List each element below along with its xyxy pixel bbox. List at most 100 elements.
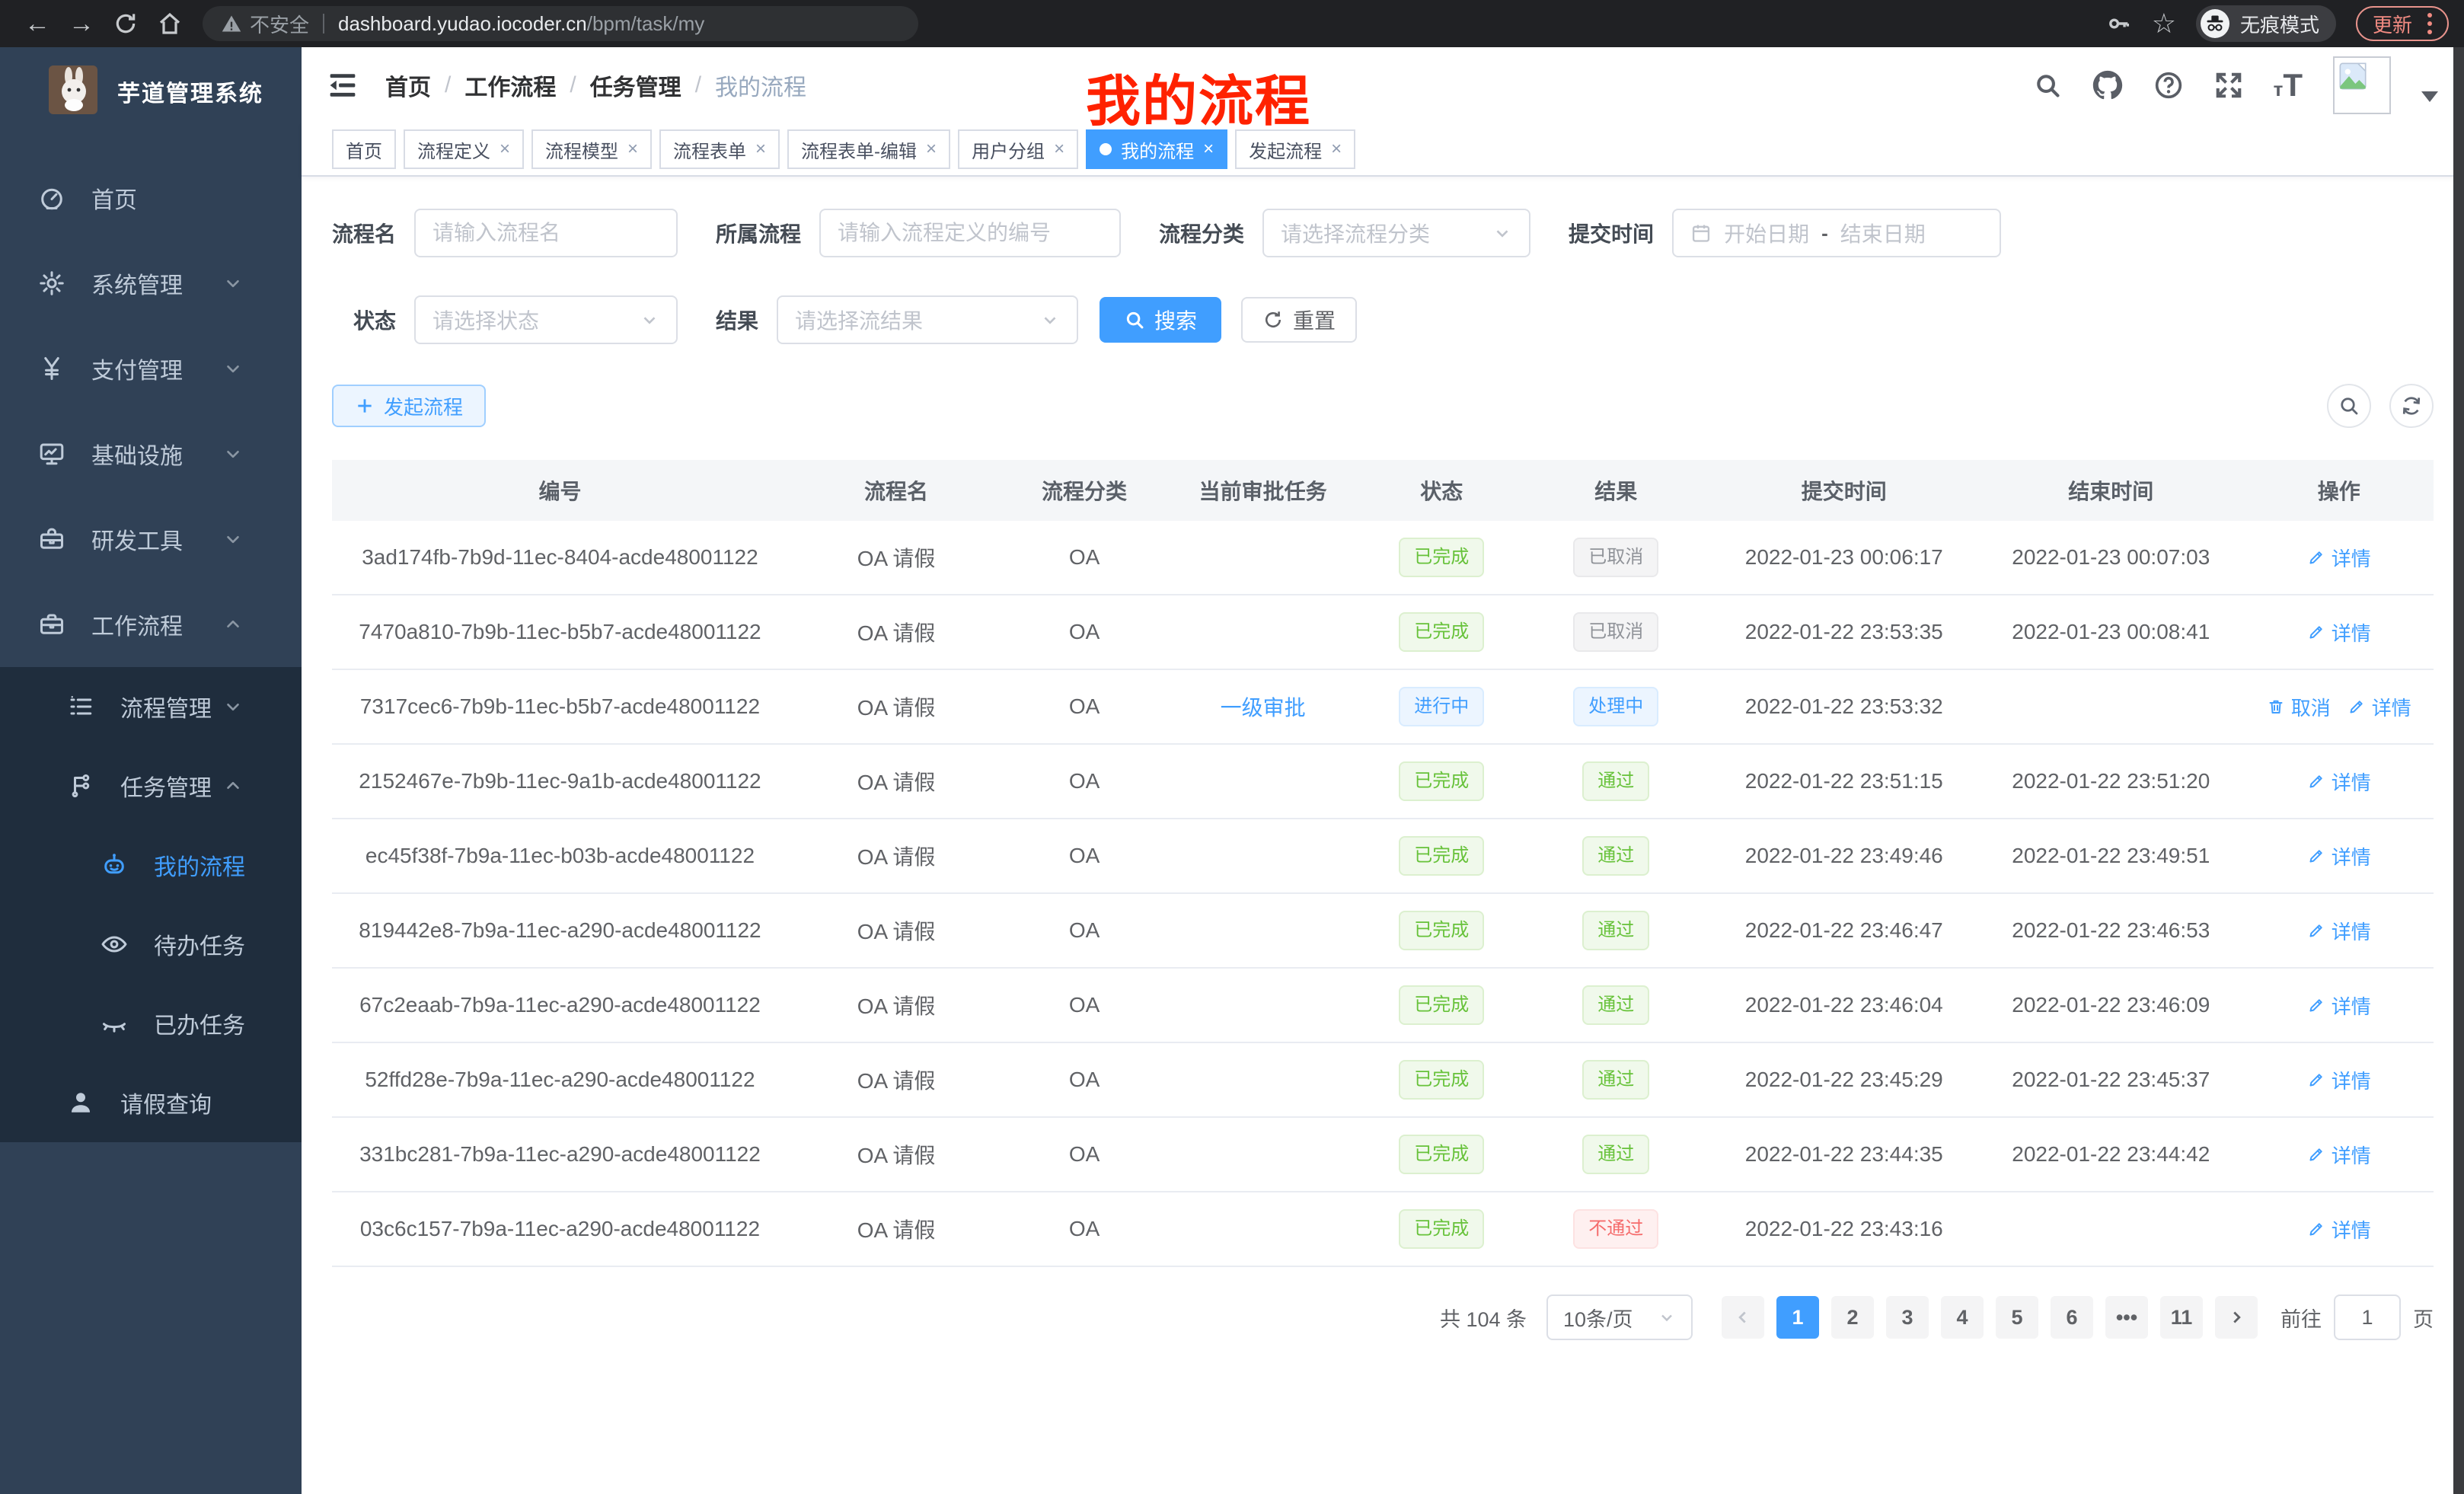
page-button-5[interactable]: 5 <box>1996 1296 2038 1339</box>
close-icon[interactable]: × <box>1203 139 1214 159</box>
tab-用户分组[interactable]: 用户分组 × <box>958 129 1079 169</box>
password-key-icon[interactable] <box>2106 11 2132 37</box>
browser-home-button[interactable] <box>148 4 192 43</box>
submit-time-range-picker[interactable]: 开始日期 - 结束日期 <box>1672 209 2002 257</box>
tab-我的流程[interactable]: 我的流程 × <box>1086 129 1228 169</box>
detail-action-link[interactable]: 详情 <box>2307 917 2371 945</box>
close-icon[interactable]: × <box>500 139 511 159</box>
page-ellipsis-button[interactable]: ••• <box>2105 1296 2148 1339</box>
hamburger-icon[interactable] <box>327 72 358 99</box>
detail-action-link[interactable]: 详情 <box>2307 618 2371 646</box>
bookmark-star-icon[interactable]: ☆ <box>2151 8 2176 39</box>
browser-forward-button[interactable]: → <box>69 8 94 38</box>
detail-action-link[interactable]: 详情 <box>2307 1215 2371 1243</box>
row-id: 67c2eaab-7b9a-11ec-a290-acde48001122 <box>359 993 761 1017</box>
breadcrumb-home[interactable]: 首页 <box>385 75 431 101</box>
sidebar-item-2[interactable]: 支付管理 <box>0 326 302 411</box>
refresh-table-button[interactable] <box>2389 384 2434 428</box>
row-submit-time: 2022-01-22 23:53:32 <box>1744 694 1943 718</box>
tab-流程模型[interactable]: 流程模型 × <box>531 129 653 169</box>
show-search-button[interactable] <box>2327 384 2371 428</box>
sidebar-item-0[interactable]: 首页 <box>0 155 302 241</box>
browser-menu-icon[interactable] <box>2427 13 2432 34</box>
next-page-button[interactable] <box>2215 1296 2258 1339</box>
sidebar-item-1[interactable]: 系统管理 <box>0 241 302 326</box>
sidebar-item-3[interactable]: 基础设施 <box>0 411 302 496</box>
detail-action-link[interactable]: 详情 <box>2307 768 2371 796</box>
tab-流程表单-编辑[interactable]: 流程表单-编辑 × <box>787 129 951 169</box>
goto-page-input[interactable] <box>2334 1294 2401 1340</box>
avatar-dropdown-icon[interactable] <box>2421 91 2438 102</box>
page-button-11[interactable]: 11 <box>2160 1296 2203 1339</box>
github-icon[interactable] <box>2092 70 2123 101</box>
yen-icon <box>37 355 67 382</box>
sidebar-item-4[interactable]: 研发工具 <box>0 496 302 582</box>
page-button-6[interactable]: 6 <box>2051 1296 2093 1339</box>
help-icon[interactable] <box>2153 70 2184 101</box>
result-select[interactable]: 请选择流结果 <box>777 295 1079 344</box>
tab-流程表单[interactable]: 流程表单 × <box>659 129 780 169</box>
prev-page-button[interactable] <box>1722 1296 1764 1339</box>
current-task-link[interactable]: 一级审批 <box>1220 696 1306 720</box>
sidebar-item-6[interactable]: 流程管理 <box>0 667 302 746</box>
tab-首页[interactable]: 首页 <box>332 129 396 169</box>
browser-back-button[interactable]: ← <box>24 8 50 38</box>
page-button-1[interactable]: 1 <box>1776 1296 1819 1339</box>
security-label[interactable]: 不安全 <box>250 13 310 37</box>
sidebar-item-label: 基础设施 <box>91 444 183 469</box>
category-select[interactable]: 请选择流程分类 <box>1262 209 1531 257</box>
address-bar[interactable]: 不安全 dashboard.yudao.iocoder.cn /bpm/task… <box>203 6 918 41</box>
page-button-4[interactable]: 4 <box>1941 1296 1984 1339</box>
avatar[interactable] <box>2333 56 2391 114</box>
row-category: OA <box>1068 620 1100 643</box>
browser-reload-button[interactable] <box>104 4 148 43</box>
sidebar-item-9[interactable]: 待办任务 <box>0 905 302 984</box>
page-size-select[interactable]: 10条/页 <box>1546 1294 1693 1340</box>
app-logo[interactable]: 芋道管理系统 <box>0 47 302 136</box>
search-icon[interactable] <box>2033 71 2062 100</box>
navbar: 首页 / 工作流程 / 任务管理 / 我的流程 тT 我的流程 <box>302 47 2464 132</box>
tab-发起流程[interactable]: 发起流程 × <box>1235 129 1356 169</box>
sidebar: 芋道管理系统 首页 系统管理 支付管理 基础设施 研发工具 工作流程 流程管理 <box>0 47 302 1494</box>
search-button[interactable]: 搜索 <box>1100 297 1222 343</box>
close-icon[interactable]: × <box>1331 139 1342 159</box>
process-definition-input[interactable] <box>819 209 1122 257</box>
sidebar-item-8[interactable]: 我的流程 <box>0 825 302 905</box>
close-icon[interactable]: × <box>1054 139 1065 159</box>
detail-action-link[interactable]: 详情 <box>2348 693 2411 721</box>
edit-icon <box>2307 921 2325 940</box>
detail-action-link[interactable]: 详情 <box>2307 842 2371 870</box>
reset-button[interactable]: 重置 <box>1241 297 1358 343</box>
create-process-button[interactable]: 发起流程 <box>332 385 487 427</box>
status-select[interactable]: 请选择状态 <box>414 295 678 344</box>
filter-time-label: 提交时间 <box>1569 222 1655 246</box>
row-id: 2152467e-7b9b-11ec-9a1b-acde48001122 <box>359 769 761 793</box>
sidebar-item-7[interactable]: 任务管理 <box>0 746 302 825</box>
sidebar-item-11[interactable]: 请假查询 <box>0 1063 302 1142</box>
close-icon[interactable]: × <box>926 139 937 159</box>
cancel-action-link[interactable]: 取消 <box>2267 693 2331 721</box>
breadcrumb-workflow[interactable]: 工作流程 <box>464 75 557 101</box>
fullscreen-icon[interactable] <box>2214 71 2243 100</box>
close-icon[interactable]: × <box>627 139 639 159</box>
incognito-badge: 无痕模式 <box>2195 5 2336 42</box>
browser-update-button[interactable]: 更新 <box>2355 6 2449 41</box>
row-submit-time: 2022-01-22 23:51:15 <box>1744 769 1943 793</box>
sidebar-item-10[interactable]: 已办任务 <box>0 984 302 1063</box>
detail-action-link[interactable]: 详情 <box>2307 1141 2371 1169</box>
page-scrollbar[interactable] <box>2453 47 2464 1494</box>
close-icon[interactable]: × <box>755 139 767 159</box>
detail-action-link[interactable]: 详情 <box>2307 1066 2371 1094</box>
tab-流程定义[interactable]: 流程定义 × <box>404 129 525 169</box>
row-process-name: OA 请假 <box>857 1069 936 1093</box>
page-button-3[interactable]: 3 <box>1886 1296 1929 1339</box>
font-size-icon[interactable]: тT <box>2273 67 2303 103</box>
breadcrumb-task[interactable]: 任务管理 <box>589 75 681 101</box>
gear-icon <box>37 270 67 297</box>
user-icon <box>65 1089 96 1116</box>
detail-action-link[interactable]: 详情 <box>2307 991 2371 1020</box>
sidebar-item-5[interactable]: 工作流程 <box>0 582 302 667</box>
detail-action-link[interactable]: 详情 <box>2307 544 2371 572</box>
page-button-2[interactable]: 2 <box>1831 1296 1874 1339</box>
process-name-input[interactable] <box>414 209 678 257</box>
